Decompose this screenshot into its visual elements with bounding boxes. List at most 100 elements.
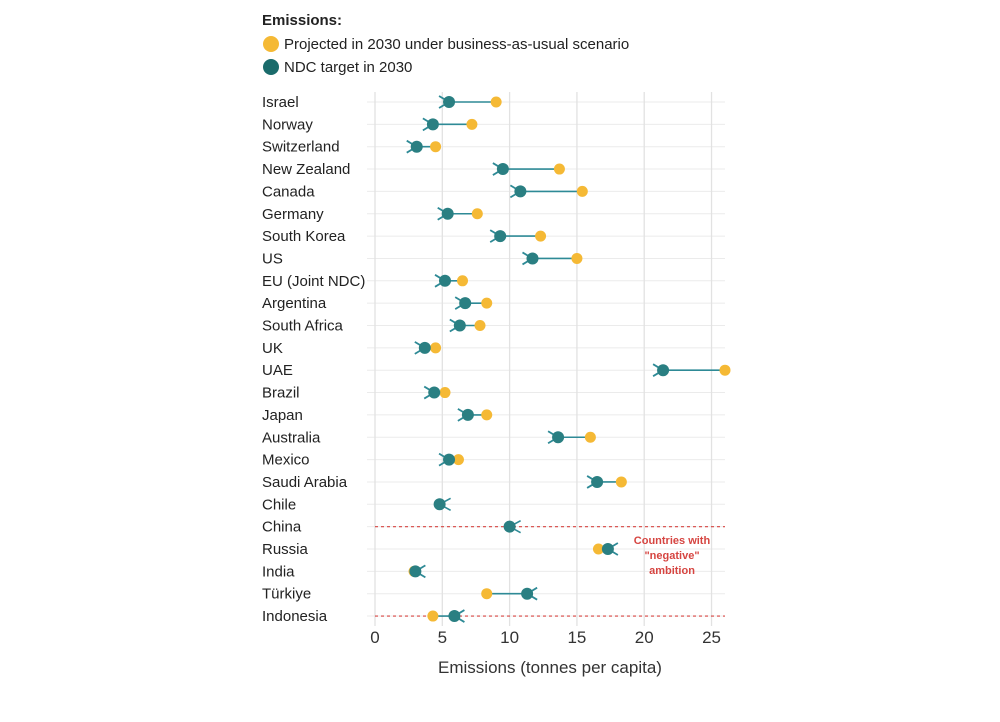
legend: Emissions: Projected in 2030 under busin… — [262, 12, 629, 76]
target-point — [428, 386, 441, 399]
annotation-line-1: Countries with — [634, 535, 711, 547]
country-label: Japan — [262, 407, 303, 424]
target-point — [409, 565, 422, 578]
legend-swatch-projected — [263, 36, 279, 52]
country-mark — [454, 320, 486, 332]
country-mark — [419, 342, 442, 354]
target-point — [461, 408, 474, 421]
country-label: UAE — [262, 362, 293, 379]
country-mark — [439, 275, 468, 287]
x-tick-label: 5 — [438, 628, 447, 647]
country-mark — [657, 364, 731, 377]
country-mark — [442, 208, 483, 220]
country-mark — [433, 497, 451, 512]
projected-point — [553, 163, 565, 175]
country-mark — [497, 163, 565, 175]
country-labels: Israel Norway Switzerland New Zealand Canada… — [262, 94, 365, 625]
projected-point — [571, 252, 583, 264]
country-mark — [481, 588, 533, 600]
country-label: EU (Joint NDC) — [262, 273, 365, 290]
reference-lines — [375, 526, 725, 617]
country-label: Argentina — [262, 295, 327, 312]
country-mark — [443, 96, 502, 108]
annotation-line-2: "negative" — [644, 550, 699, 562]
country-mark — [459, 297, 493, 310]
target-point — [503, 520, 516, 533]
country-label: China — [262, 519, 302, 536]
country-mark — [427, 610, 460, 622]
target-point — [494, 230, 507, 243]
projected-point — [427, 610, 439, 622]
country-label: India — [262, 563, 295, 580]
annotation: Countries with "negative" ambition — [634, 535, 711, 577]
country-label: Türkiye — [262, 586, 311, 603]
country-label: Brazil — [262, 385, 300, 402]
target-point — [433, 498, 446, 511]
legend-title: Emissions: — [262, 12, 342, 29]
target-point — [410, 140, 423, 153]
x-tick-label: 0 — [370, 628, 379, 647]
country-label: South Africa — [262, 318, 344, 335]
x-tick-label: 10 — [500, 628, 519, 647]
country-label: South Korea — [262, 228, 346, 245]
target-point — [443, 453, 456, 466]
target-point — [521, 587, 534, 600]
projected-point — [439, 387, 451, 399]
target-point — [514, 185, 527, 198]
target-point — [453, 319, 466, 332]
projected-point — [474, 320, 486, 331]
country-label: Norway — [262, 116, 313, 133]
projected-point — [615, 476, 627, 488]
annotation-line-3: ambition — [649, 565, 695, 577]
country-mark — [494, 230, 547, 243]
target-point — [657, 364, 670, 377]
legend-label-projected: Projected in 2030 under business-as-usua… — [284, 36, 629, 53]
legend-swatch-target — [263, 59, 279, 75]
projected-point — [535, 230, 547, 242]
country-label: Mexico — [262, 452, 310, 469]
target-point — [441, 207, 454, 220]
projected-point — [430, 342, 442, 354]
country-mark — [503, 519, 521, 534]
target-point — [448, 610, 461, 623]
data-marks — [409, 96, 731, 622]
country-mark — [428, 386, 451, 399]
country-mark — [592, 543, 614, 555]
projected-point — [430, 141, 442, 153]
country-label: Chile — [262, 496, 296, 513]
projected-point — [466, 118, 478, 130]
country-label: Saudi Arabia — [262, 474, 348, 491]
x-tick-label: 15 — [567, 628, 586, 647]
country-mark — [427, 118, 478, 130]
country-label: Germany — [262, 206, 324, 223]
country-label: Israel — [262, 94, 299, 111]
x-axis-ticks: 0 5 10 15 20 25 — [370, 628, 721, 647]
legend-label-target: NDC target in 2030 — [284, 59, 412, 76]
country-mark — [552, 431, 596, 443]
projected-point — [471, 208, 483, 220]
country-label: Indonesia — [262, 608, 328, 625]
projected-point — [592, 543, 604, 555]
country-label: Switzerland — [262, 139, 340, 156]
country-label: Australia — [262, 429, 321, 446]
country-mark — [461, 408, 493, 421]
country-label: New Zealand — [262, 161, 350, 178]
country-mark — [527, 252, 583, 264]
projected-point — [481, 297, 493, 309]
projected-point — [457, 275, 468, 287]
target-point — [443, 96, 456, 108]
target-point — [552, 431, 565, 444]
country-mark — [410, 140, 442, 153]
projected-point — [481, 409, 493, 421]
target-point — [591, 475, 604, 488]
x-axis-title: Emissions (tonnes per capita) — [438, 658, 662, 677]
projected-point — [452, 454, 464, 466]
target-point — [526, 252, 539, 265]
target-point — [459, 297, 472, 310]
country-mark — [591, 476, 627, 488]
country-label: Russia — [262, 541, 309, 558]
target-point — [601, 543, 614, 555]
projected-point — [584, 431, 596, 443]
country-mark — [514, 185, 588, 198]
